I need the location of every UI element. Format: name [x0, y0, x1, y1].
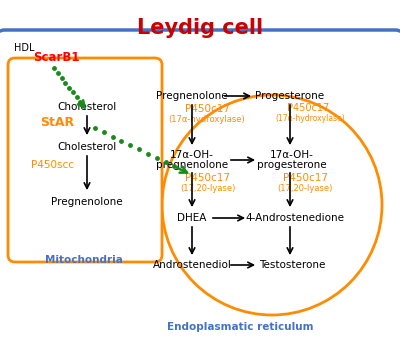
Text: Cholesterol: Cholesterol: [57, 102, 117, 112]
Text: (17,20-lyase): (17,20-lyase): [180, 184, 236, 193]
Text: DHEA: DHEA: [177, 213, 207, 223]
Text: P450c17: P450c17: [287, 103, 329, 113]
Text: Mitochondria: Mitochondria: [45, 255, 123, 265]
Text: pregnenolone: pregnenolone: [156, 160, 228, 170]
Ellipse shape: [162, 95, 382, 315]
Text: Cholesterol: Cholesterol: [57, 142, 117, 152]
Text: HDL: HDL: [14, 43, 34, 53]
Text: StAR: StAR: [40, 116, 74, 128]
Text: 17α-OH-: 17α-OH-: [270, 150, 314, 160]
Text: Testosterone: Testosterone: [259, 260, 325, 270]
Text: Androstenediol: Androstenediol: [152, 260, 232, 270]
Text: P450c17: P450c17: [184, 104, 230, 114]
FancyBboxPatch shape: [0, 30, 400, 347]
Text: 4-Androstenedione: 4-Androstenedione: [246, 213, 344, 223]
Text: 17α-OH-: 17α-OH-: [170, 150, 214, 160]
Text: Pregnenolone: Pregnenolone: [51, 197, 123, 207]
Text: P450c17: P450c17: [282, 173, 328, 183]
Text: Progesterone: Progesterone: [256, 91, 324, 101]
Text: Leydig cell: Leydig cell: [137, 18, 263, 38]
Text: (17,20-lyase): (17,20-lyase): [277, 184, 333, 193]
Text: Pregnenolone: Pregnenolone: [156, 91, 228, 101]
Text: Endoplasmatic reticulum: Endoplasmatic reticulum: [167, 322, 313, 332]
Text: progesterone: progesterone: [257, 160, 327, 170]
Text: (17α-hydroxylase): (17α-hydroxylase): [275, 113, 345, 122]
Text: P450c17: P450c17: [186, 173, 230, 183]
FancyBboxPatch shape: [8, 58, 162, 262]
Text: P450scc: P450scc: [32, 160, 74, 170]
Text: ScarB1: ScarB1: [33, 51, 80, 64]
Text: (17α-hydroxylase): (17α-hydroxylase): [169, 115, 245, 124]
